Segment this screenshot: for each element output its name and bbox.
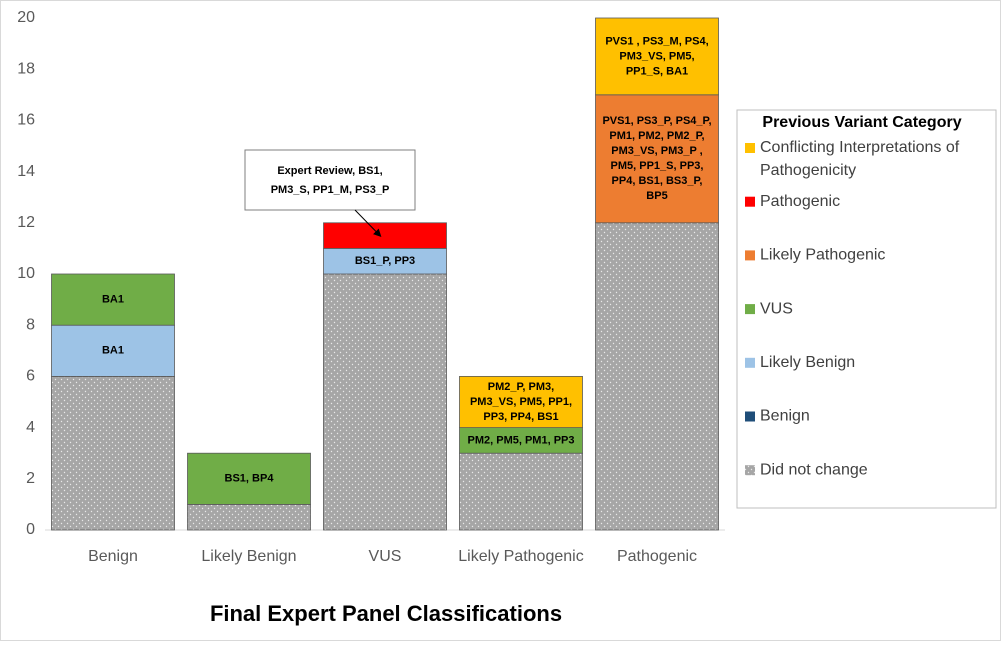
segment-label: BA1 bbox=[102, 294, 124, 306]
y-tick-label: 12 bbox=[17, 214, 35, 231]
legend-title: Previous Variant Category bbox=[762, 114, 961, 131]
legend-label: Conflicting Interpretations of Pathogeni… bbox=[760, 139, 964, 179]
segment-label: BA1 bbox=[102, 345, 124, 357]
segment-label: BP5 bbox=[646, 190, 667, 202]
segment-label: PP1_S, BA1 bbox=[626, 65, 688, 77]
bar-segment bbox=[323, 273, 447, 531]
legend-swatch bbox=[745, 465, 755, 476]
callout-arrow bbox=[354, 209, 382, 238]
legend-label: Pathogenic bbox=[760, 193, 840, 210]
bar-segment bbox=[323, 247, 447, 275]
bar-segment bbox=[459, 452, 583, 531]
bar-segment bbox=[51, 375, 175, 531]
legend-swatch bbox=[745, 250, 755, 261]
y-tick-label: 20 bbox=[17, 9, 35, 26]
legend-swatch bbox=[745, 143, 755, 153]
bar-segment bbox=[51, 324, 175, 377]
bar-segment bbox=[459, 427, 583, 454]
segment-label: PM3_VS, PM5, PP1, bbox=[470, 396, 572, 408]
bar-segment bbox=[459, 375, 583, 428]
bar-segment bbox=[595, 17, 719, 96]
legend-swatch bbox=[745, 411, 755, 422]
x-tick-label: VUS bbox=[369, 548, 402, 565]
x-tick-label: Likely Pathogenic bbox=[458, 548, 583, 565]
segment-label: PM2, PM5, PM1, PP3 bbox=[468, 434, 575, 446]
segment-label: PP3, PP4, BS1 bbox=[483, 411, 558, 423]
y-tick-label: 10 bbox=[17, 265, 35, 282]
legend-label: VUS bbox=[760, 300, 793, 317]
legend-label: Benign bbox=[760, 408, 810, 425]
segment-label: PM1, PM2, PM2_P, bbox=[609, 130, 704, 142]
segment-label: PM3_VS, PM3_P , bbox=[611, 145, 703, 157]
y-tick-label: 16 bbox=[17, 112, 35, 129]
x-tick-label: Likely Benign bbox=[201, 548, 296, 565]
segment-label: BS1, BP4 bbox=[225, 473, 275, 485]
y-tick-label: 14 bbox=[17, 163, 35, 180]
bar-segment bbox=[187, 452, 311, 505]
legend-swatch bbox=[745, 357, 755, 368]
bar-segment bbox=[51, 273, 175, 326]
legend-label: Likely Benign bbox=[760, 354, 855, 371]
legend-box bbox=[736, 109, 997, 509]
legend-label: Did not change bbox=[760, 461, 868, 478]
x-tick-label: Pathogenic bbox=[617, 548, 697, 565]
legend-label: Likely Pathogenic bbox=[760, 247, 885, 264]
segment-label: PP4, BS1, BS3_P, bbox=[612, 175, 703, 187]
bar-segment bbox=[323, 222, 447, 249]
legend-swatch bbox=[745, 196, 755, 207]
segment-label: PM2_P, PM3, bbox=[488, 381, 554, 393]
bar-segment bbox=[595, 222, 719, 531]
callout-text: Expert Review, BS1, bbox=[277, 165, 382, 177]
segment-label: PVS1 , PS3_M, PS4, bbox=[605, 35, 708, 47]
callout-text: PM3_S, PP1_M, PS3_P bbox=[271, 184, 390, 196]
bar-segment bbox=[187, 503, 311, 531]
y-tick-label: 0 bbox=[26, 521, 35, 538]
bar-segment bbox=[595, 94, 719, 224]
y-tick-label: 2 bbox=[26, 470, 35, 487]
y-tick-label: 4 bbox=[26, 419, 35, 436]
y-tick-label: 6 bbox=[26, 368, 35, 385]
segment-label: PM3_VS, PM5, bbox=[619, 50, 694, 62]
callout-box bbox=[244, 149, 416, 211]
chart-title: Final Expert Panel Classifications bbox=[210, 601, 562, 626]
x-tick-label: Benign bbox=[88, 548, 138, 565]
legend-swatch bbox=[745, 304, 755, 315]
segment-label: PM5, PP1_S, PP3, bbox=[611, 160, 704, 172]
segment-label: BS1_P, PP3 bbox=[355, 255, 415, 267]
y-tick-label: 18 bbox=[17, 60, 35, 77]
segment-label: PVS1, PS3_P, PS4_P, bbox=[602, 115, 711, 127]
y-tick-label: 8 bbox=[26, 316, 35, 333]
